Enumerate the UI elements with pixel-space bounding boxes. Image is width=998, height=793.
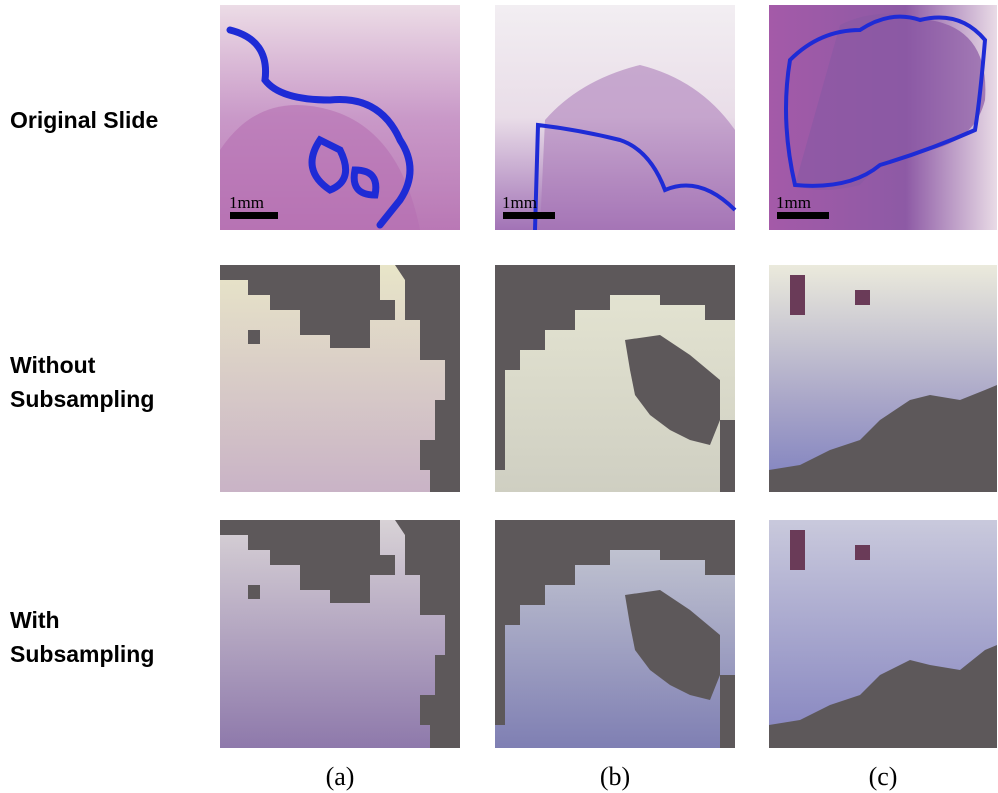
row-label: Subsampling (10, 641, 154, 667)
scale-bar-label: 1mm (229, 193, 264, 212)
row-label: Subsampling (10, 386, 154, 412)
column-label: (a) (326, 762, 355, 791)
heatmap-image (769, 520, 997, 748)
heatmap-image (220, 265, 460, 492)
heatmap-image (495, 265, 735, 492)
slide-image: 1mm (495, 5, 737, 231)
heatmap-image (220, 520, 460, 748)
row-label: Without (10, 352, 96, 378)
scale-bar-label: 1mm (776, 193, 811, 212)
heatmap-image (769, 265, 997, 492)
scale-bar-label: 1mm (502, 193, 537, 212)
slide-image: 1mm (769, 5, 997, 230)
slide-image: 1mm (220, 5, 460, 230)
row-label: Original Slide (10, 107, 158, 133)
row-label: With (10, 607, 60, 633)
column-label: (b) (600, 762, 630, 791)
heatmap-image (495, 520, 735, 748)
column-label: (c) (869, 762, 898, 791)
